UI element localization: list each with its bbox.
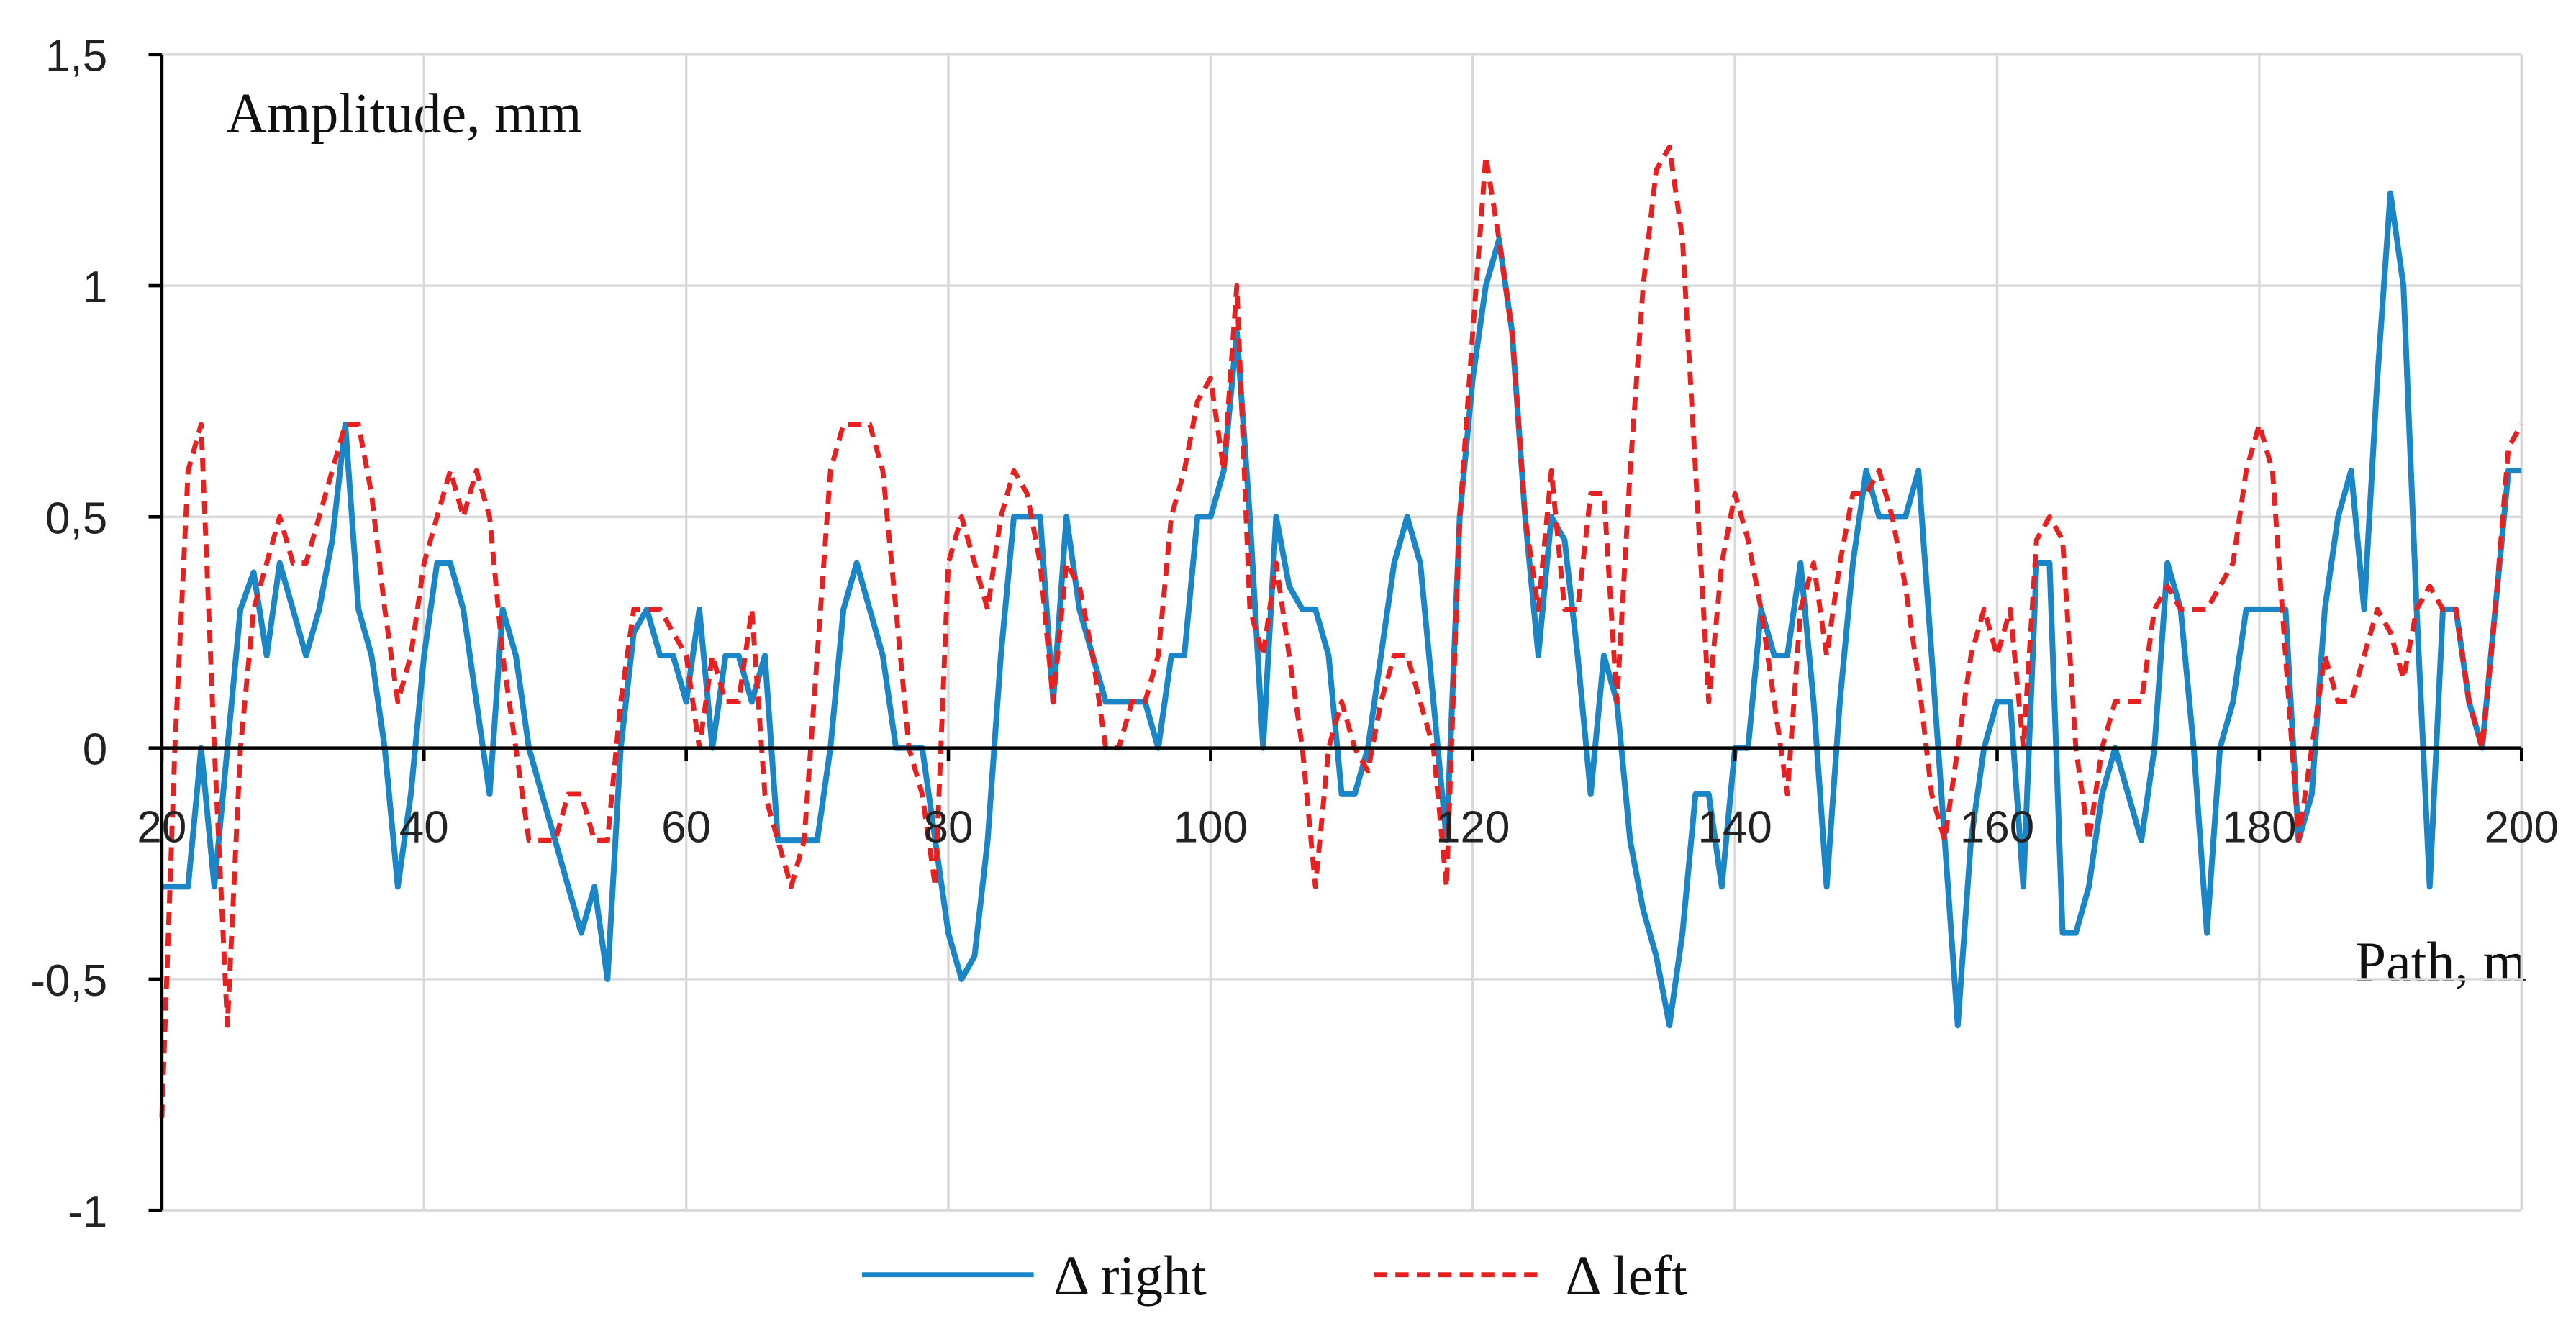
y-tick-label: -1 [68,1187,107,1237]
y-tick-label: 1 [83,263,107,312]
y-tick-label: 0 [83,725,107,775]
x-tick-label: 100 [1174,802,1248,852]
legend-label: Δ right [1053,1244,1207,1307]
x-tick-label: 200 [2485,802,2559,852]
x-axis-label: Path, m [2355,930,2526,993]
grid [160,53,2523,1212]
y-tick-label: 0,5 [45,494,107,543]
x-tick-label: 120 [1436,802,1510,852]
x-tick-label: 140 [1697,802,1772,852]
x-tick-label: 180 [2222,802,2296,852]
x-tick-label: 20 [137,802,186,852]
y-tick-label: -0,5 [30,956,107,1006]
data-line [161,190,2522,1029]
x-tick-label: 160 [1960,802,2034,852]
x-tick-label: 80 [924,802,974,852]
data-line [159,144,2524,1118]
legend-label: Δ left [1566,1244,1688,1307]
y-tick-label: 1,5 [45,32,107,81]
y-axis-label: Amplitude, mm [226,82,581,145]
x-tick-label: 60 [661,802,711,852]
x-tick-label: 40 [399,802,449,852]
